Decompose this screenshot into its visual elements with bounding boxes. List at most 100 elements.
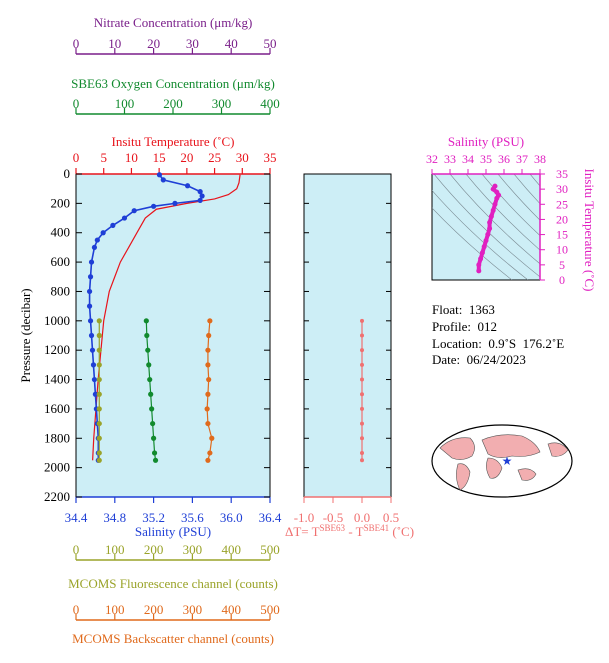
ts-temperature-tick-label: 25 [556,197,568,211]
salinity-point [94,237,100,243]
ts-density-contour [497,174,540,221]
ts-point [481,244,487,250]
ts-point [492,201,498,207]
salinity-point [197,189,203,195]
oxygen-tick-label: 200 [163,96,183,111]
backscatter-point [207,318,213,324]
salinity-axis-label: Salinity (PSU) [135,524,211,539]
ts-salinity-axis-label: Salinity (PSU) [448,134,524,149]
nitrate-tick-label: 10 [108,36,121,51]
pressure-tick-label: 1800 [44,430,70,445]
backscatter-point [205,391,211,397]
oxygen-point [144,332,150,339]
pressure-tick-label: 1000 [44,313,70,328]
salinity-point [91,244,98,251]
fluorescence-tick-label: 500 [260,542,280,557]
ts-density-contour [465,174,540,251]
salinity-point [86,288,93,295]
salinity-point [121,215,128,221]
delta-tick-label: -1.0 [294,510,315,525]
map-landmass [517,468,537,481]
fluorescence-point [96,457,102,463]
salinity-point [160,177,166,183]
backscatter-point [207,450,213,456]
ts-temperature-axis-label: Insitu Temperature (˚C) [582,168,597,291]
main-plot-area [75,173,271,498]
pressure-tick-label: 1600 [44,401,70,416]
map-landmass [439,437,475,460]
delta-tick-label: 0.0 [354,510,370,525]
map-landmass [547,442,569,457]
delta-tick-label: -0.5 [323,510,344,525]
temperature-axis-label: Insitu Temperature (˚C) [111,134,234,149]
pressure-tick-label: 400 [51,225,71,240]
ts-temperature-tick-label: 15 [556,228,568,242]
ts-density-contour [449,174,540,265]
pressure-axis-label: Pressure (decibar) [18,288,33,382]
temperature-tick-label: 35 [264,150,277,165]
fluorescence-point [96,376,102,383]
salinity-point [88,259,95,265]
ts-point [485,232,491,238]
ts-point [488,213,494,219]
salinity-point [89,347,96,353]
oxygen-point [151,435,157,441]
ts-point [476,262,482,268]
salinity-point [87,318,94,324]
ts-point [478,256,484,262]
fluorescence-point [96,435,102,441]
salinity-point [110,222,116,228]
delta-point [360,392,364,397]
ts-salinity-tick-label: 32 [426,152,438,166]
salinity-point [86,303,93,309]
delta-point [360,377,364,382]
salinity-point [199,193,205,199]
ts-temperature-tick-label: 20 [556,212,568,226]
ts-salinity-tick-label: 35 [480,152,492,166]
delta-label-part: (˚C) [389,524,414,539]
salinity-point [131,208,137,214]
backscatter-point [205,347,211,353]
oxygen-point [151,450,158,456]
salinity-point [92,391,98,397]
temperature-series-line [92,174,241,461]
nitrate-tick-label: 40 [225,36,238,51]
fluorescence-tick-label: 0 [73,542,80,557]
ts-salinity-tick-label: 37 [516,152,528,166]
temperature-tick-label: 15 [153,150,166,165]
pressure-tick-label: 2200 [44,489,70,504]
fluorescence-tick-label: 400 [221,542,241,557]
delta-label-part: SBE63 [320,523,346,533]
pressure-tick-label: 1400 [44,372,70,387]
pressure-tick-label: 200 [51,195,71,210]
ts-temperature-tick-label: 0 [559,273,565,287]
oxygen-tick-label: 300 [212,96,232,111]
nitrate-tick-label: 20 [147,36,160,51]
ts-plot-area [431,173,541,281]
backscatter-tick-label: 100 [105,602,125,617]
ts-point [487,226,493,232]
oxygen-tick-label: 400 [260,96,280,111]
backscatter-tick-label: 400 [221,602,241,617]
salinity-tick-label: 35.2 [142,510,165,525]
ts-density-contour [513,174,540,205]
ts-temperature-tick-label: 5 [559,258,565,272]
delta-point [360,458,364,463]
ts-temperature-tick-label: 35 [556,167,568,181]
oxygen-point [147,376,153,383]
nitrate-axis-label: Nitrate Concentration (μm/kg) [94,15,253,30]
delta-point [360,333,364,338]
fluorescence-tick-label: 100 [105,542,125,557]
temperature-tick-label: 30 [236,150,249,165]
backscatter-point [205,457,211,463]
fluorescence-tick-label: 300 [183,542,203,557]
ts-point [479,250,485,256]
oxygen-point [145,347,151,353]
delta-axis-label: ΔT= TSBE63 - TSBE41 (˚C) [285,523,414,539]
oxygen-point [149,406,155,412]
salinity-tick-label: 36.4 [259,510,282,525]
backscatter-point [206,376,212,383]
delta-label-part: SBE41 [364,523,390,533]
ts-density-contour [433,174,540,278]
